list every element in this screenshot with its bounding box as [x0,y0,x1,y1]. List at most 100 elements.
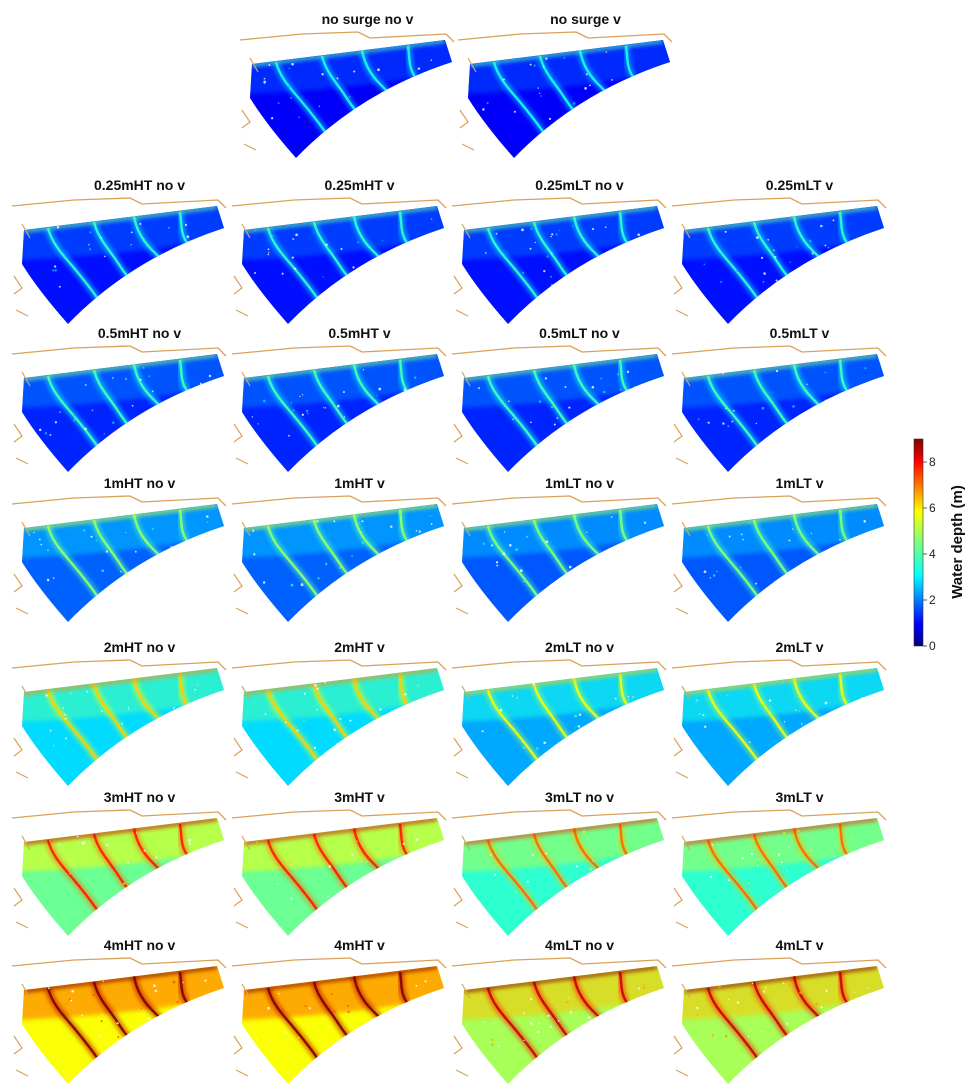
map-panel: 0.25mLT v [671,177,887,324]
boundary-line [13,371,31,465]
colorbar-tick-label: 0 [929,639,936,653]
colorbar-tick-label: 8 [929,455,936,469]
panel-title: no surge no v [322,11,414,27]
depth-map [451,197,667,324]
boundary-line [453,223,471,317]
panel-title: 4mLT v [776,937,824,953]
map-panel: 2mLT v [671,639,887,786]
map-panel: 3mHT no v [11,789,227,936]
panel-title: 3mLT no v [545,789,614,805]
boundary-line [673,835,691,929]
boundary-line [457,31,673,43]
depth-map [239,31,455,158]
boundary-line [233,371,251,465]
boundary-line [671,345,887,357]
depth-map [451,495,667,622]
depth-map [231,345,447,472]
depth-map [11,345,227,472]
map-panel: 4mLT no v [451,937,667,1084]
colorbar-title: Water depth (m) [949,485,966,599]
map-panel: 1mLT v [671,475,887,622]
map-panel: 0.5mLT no v [451,325,667,472]
panel-title: 1mHT no v [104,475,176,491]
panel-title: 3mHT no v [104,789,176,805]
panel-title: 1mLT v [776,475,824,491]
map-panel: 4mHT v [231,937,447,1084]
boundary-line [11,495,227,507]
depth-map [11,809,227,936]
map-panel: 0.25mLT no v [451,177,667,324]
boundary-line [673,685,691,779]
depth-map [231,809,447,936]
depth-map [451,345,667,472]
colorbar-tick-label: 6 [929,501,936,515]
map-panel: 4mLT v [671,937,887,1084]
boundary-line [671,957,887,969]
map-panel: 3mLT v [671,789,887,936]
boundary-line [671,809,887,821]
panel-title: 2mHT no v [104,639,176,655]
depth-map [671,495,887,622]
boundary-line [453,983,471,1077]
boundary-line [451,809,667,821]
map-panel: 3mHT v [231,789,447,936]
panel-title: 2mLT v [776,639,824,655]
boundary-line [241,57,259,151]
panel-title: 2mHT v [334,639,385,655]
boundary-line [453,835,471,929]
depth-map [671,809,887,936]
map-panel-grid: no surge no v no surge v 0.25mHT no v 0.25m… [11,11,887,1084]
boundary-line [231,957,447,969]
map-panel: 0.25mHT no v [11,177,227,324]
map-panel: 3mLT no v [451,789,667,936]
panel-title: no surge v [550,11,621,27]
boundary-line [231,495,447,507]
boundary-line [453,685,471,779]
panel-title: 0.5mLT no v [539,325,620,341]
colorbar-tick-label: 4 [929,547,936,561]
map-panel: no surge no v [239,11,455,158]
boundary-line [239,31,455,43]
boundary-line [231,345,447,357]
colorbar-gradient [913,438,924,647]
depth-map [11,659,227,786]
boundary-line [13,835,31,929]
colorbar-tick-label: 2 [929,593,936,607]
boundary-line [459,57,477,151]
boundary-line [233,835,251,929]
boundary-line [451,495,667,507]
boundary-line [233,521,251,615]
panel-title: 0.5mHT v [328,325,390,341]
boundary-line [233,983,251,1077]
panel-title: 0.5mHT no v [98,325,181,341]
water-depth-colorbar: 0 2 4 6 8 Water depth (m) [913,438,966,653]
map-panel: 0.5mLT v [671,325,887,472]
boundary-line [231,659,447,671]
boundary-line [673,223,691,317]
panel-title: 0.25mLT no v [535,177,624,193]
boundary-line [673,371,691,465]
boundary-line [451,659,667,671]
map-panel: 2mHT no v [11,639,227,786]
boundary-line [11,957,227,969]
depth-map [11,495,227,622]
panel-title: 4mHT no v [104,937,176,953]
depth-map [11,197,227,324]
depth-map [11,957,227,1084]
depth-map [231,495,447,622]
boundary-line [453,521,471,615]
boundary-line [13,983,31,1077]
boundary-line [671,495,887,507]
depth-map [671,957,887,1084]
panel-title: 4mHT v [334,937,385,953]
boundary-line [13,685,31,779]
depth-map [451,809,667,936]
boundary-line [673,983,691,1077]
panel-title: 0.25mLT v [766,177,834,193]
panel-title: 2mLT no v [545,639,614,655]
boundary-line [11,197,227,209]
panel-title: 0.5mLT v [770,325,830,341]
panel-title: 0.25mHT no v [94,177,185,193]
depth-map [671,197,887,324]
